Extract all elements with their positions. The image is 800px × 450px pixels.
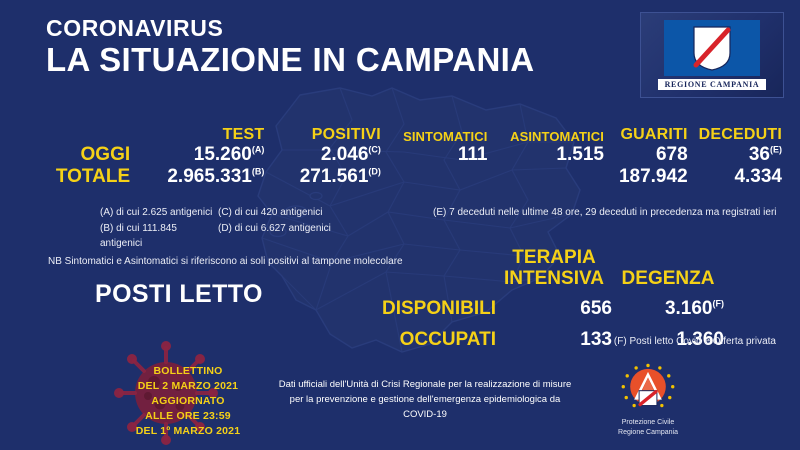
column-header-degenza: DEGENZA [621,267,715,289]
statistics-table: TEST POSITIVI SINTOMATICI ASINTOMATICI G… [18,126,782,188]
protezione-civile-logo: Protezione Civile Regione Campania [586,362,710,438]
posti-letto-label: POSTI LETTO [95,280,263,308]
footnote-b: (B) di cui 111.845 antigenici [100,222,177,250]
page-header: CORONAVIRUS LA SITUAZIONE IN CAMPANIA [46,15,535,79]
campania-shield-icon [693,26,731,71]
cell-occupati-degenza: 1.360 [612,320,724,351]
cell-totale-asintomatici [487,166,604,188]
bulletin-line-3: AGGIORNATO [151,394,225,407]
cell-note: (C) [368,144,381,155]
protezione-civile-caption: Protezione Civile Regione Campania [618,418,678,438]
cell-value: 4.334 [734,166,782,187]
cell-value: 3.160 [664,298,713,320]
protezione-civile-icon [621,363,675,408]
cell-oggi-sintomatici: 111 [381,144,488,166]
terapia-line2: INTENSIVA [504,267,604,289]
stats-header-row: TEST POSITIVI SINTOMATICI ASINTOMATICI G… [18,126,782,144]
cell-occupati-terapia-intensiva: 133 [496,320,612,351]
bulletin-line-2: DEL 2 MARZO 2021 [137,379,239,392]
cell-value: 15.260 [193,144,252,165]
cell-value: 133 [580,329,612,351]
cell-value: 656 [580,298,612,320]
bulletin-info: BOLLETTINO DEL 2 MARZO 2021 AGGIORNATO A… [120,364,256,439]
cell-disponibili-terapia-intensiva: 656 [496,289,612,320]
cell-note: (D) [368,166,381,177]
table-row: OGGI 15.260(A) 2.046(C) 111 1.515 678 36… [18,144,782,166]
cell-value: 111 [457,144,488,165]
column-header-sintomatici: SINTOMATICI [403,129,488,144]
cell-totale-guariti: 187.942 [604,166,688,188]
cell-disponibili-degenza: 3.160(F) [612,289,724,320]
footnote-a: (A) di cui 2.625 antigenici [100,207,213,218]
cell-note: (F) [712,298,725,309]
cell-totale-test: 2.965.331(B) [130,166,264,188]
footnote-c: (C) di cui 420 antigenici [218,207,323,218]
table-row: DISPONIBILI 656 3.160(F) [300,289,724,320]
row-label-oggi: OGGI [80,144,131,165]
row-label-occupati: OCCUPATI [399,329,496,351]
cell-oggi-positivi: 2.046(C) [264,144,381,166]
bulletin-line-1: BOLLETTINO [153,365,223,377]
cell-oggi-deceduti: 36(E) [688,144,782,166]
footnote-f: (F) Posti letto Covid e Offerta privata [613,336,776,347]
row-label-disponibili: DISPONIBILI [381,298,496,320]
column-header-test: TEST [222,126,265,143]
footnote-row: (B) di cui 111.845 antigenici (D) di cui… [18,221,782,252]
beds-header-row: TERAPIA INTENSIVA DEGENZA [300,247,724,289]
bulletin-line-4: ALLE ORE 23:59 [145,409,231,422]
official-data-disclaimer: Dati ufficiali dell'Unità di Crisi Regio… [275,377,575,423]
cell-value: 271.561 [299,166,369,187]
terapia-line1: TERAPIA [512,247,596,268]
coronavirus-graphic [114,341,218,445]
pc-caption-line-2: Regione Campania [618,429,678,437]
cell-note: (A) [251,144,265,155]
cell-value: 1.515 [556,144,604,165]
cell-totale-sintomatici [381,166,488,188]
page-title-situation: LA SITUAZIONE IN CAMPANIA [46,41,535,79]
footnote-e: (E) 7 deceduti nelle ultime 48 ore, 29 d… [433,207,777,218]
cell-value: 1.360 [676,329,724,351]
cell-totale-deceduti: 4.334 [688,166,782,188]
table-row: TOTALE 2.965.331(B) 271.561(D) 187.942 4… [18,166,782,188]
cell-value: 2.046 [320,144,369,165]
disclaimer-line-1: Dati ufficiali dell'Unità di Crisi Regio… [278,379,572,390]
column-header-guariti: GUARITI [620,126,688,143]
regione-campania-shield-frame [664,20,760,76]
cell-oggi-asintomatici: 1.515 [487,144,604,166]
cell-value: 187.942 [618,166,688,187]
cell-value: 678 [655,144,688,165]
footnote-d: (D) di cui 6.627 antigenici [218,222,331,234]
row-label-totale: TOTALE [55,166,131,187]
disclaimer-line-2: per la prevenzione e gestione dell'emerg… [289,394,561,421]
pc-caption-line-1: Protezione Civile [621,419,675,427]
page-title-coronavirus: CORONAVIRUS [46,15,224,41]
bulletin-line-5: DEL 1º MARZO 2021 [135,424,241,437]
cell-oggi-test: 15.260(A) [130,144,265,166]
cell-totale-positivi: 271.561(D) [264,166,381,188]
cell-value: 2.965.331 [167,166,252,187]
column-header-deceduti: DECEDUTI [698,126,782,143]
regione-campania-caption: REGIONE CAMPANIA [657,79,767,90]
footnote-row: (A) di cui 2.625 antigenici (C) di cui 4… [18,205,782,221]
column-header-positivi: POSITIVI [311,126,381,143]
column-header-asintomatici: ASINTOMATICI [510,129,604,144]
regione-campania-logo: REGIONE CAMPANIA [640,12,784,98]
cell-note: (E) [770,144,782,155]
footnote-nb: NB Sintomatici e Asintomatici si riferis… [48,255,403,267]
cell-oggi-guariti: 678 [604,144,688,166]
cell-value: 36 [748,144,770,165]
column-header-terapia-intensiva: TERAPIA INTENSIVA [496,247,612,289]
cell-note: (B) [251,166,265,177]
